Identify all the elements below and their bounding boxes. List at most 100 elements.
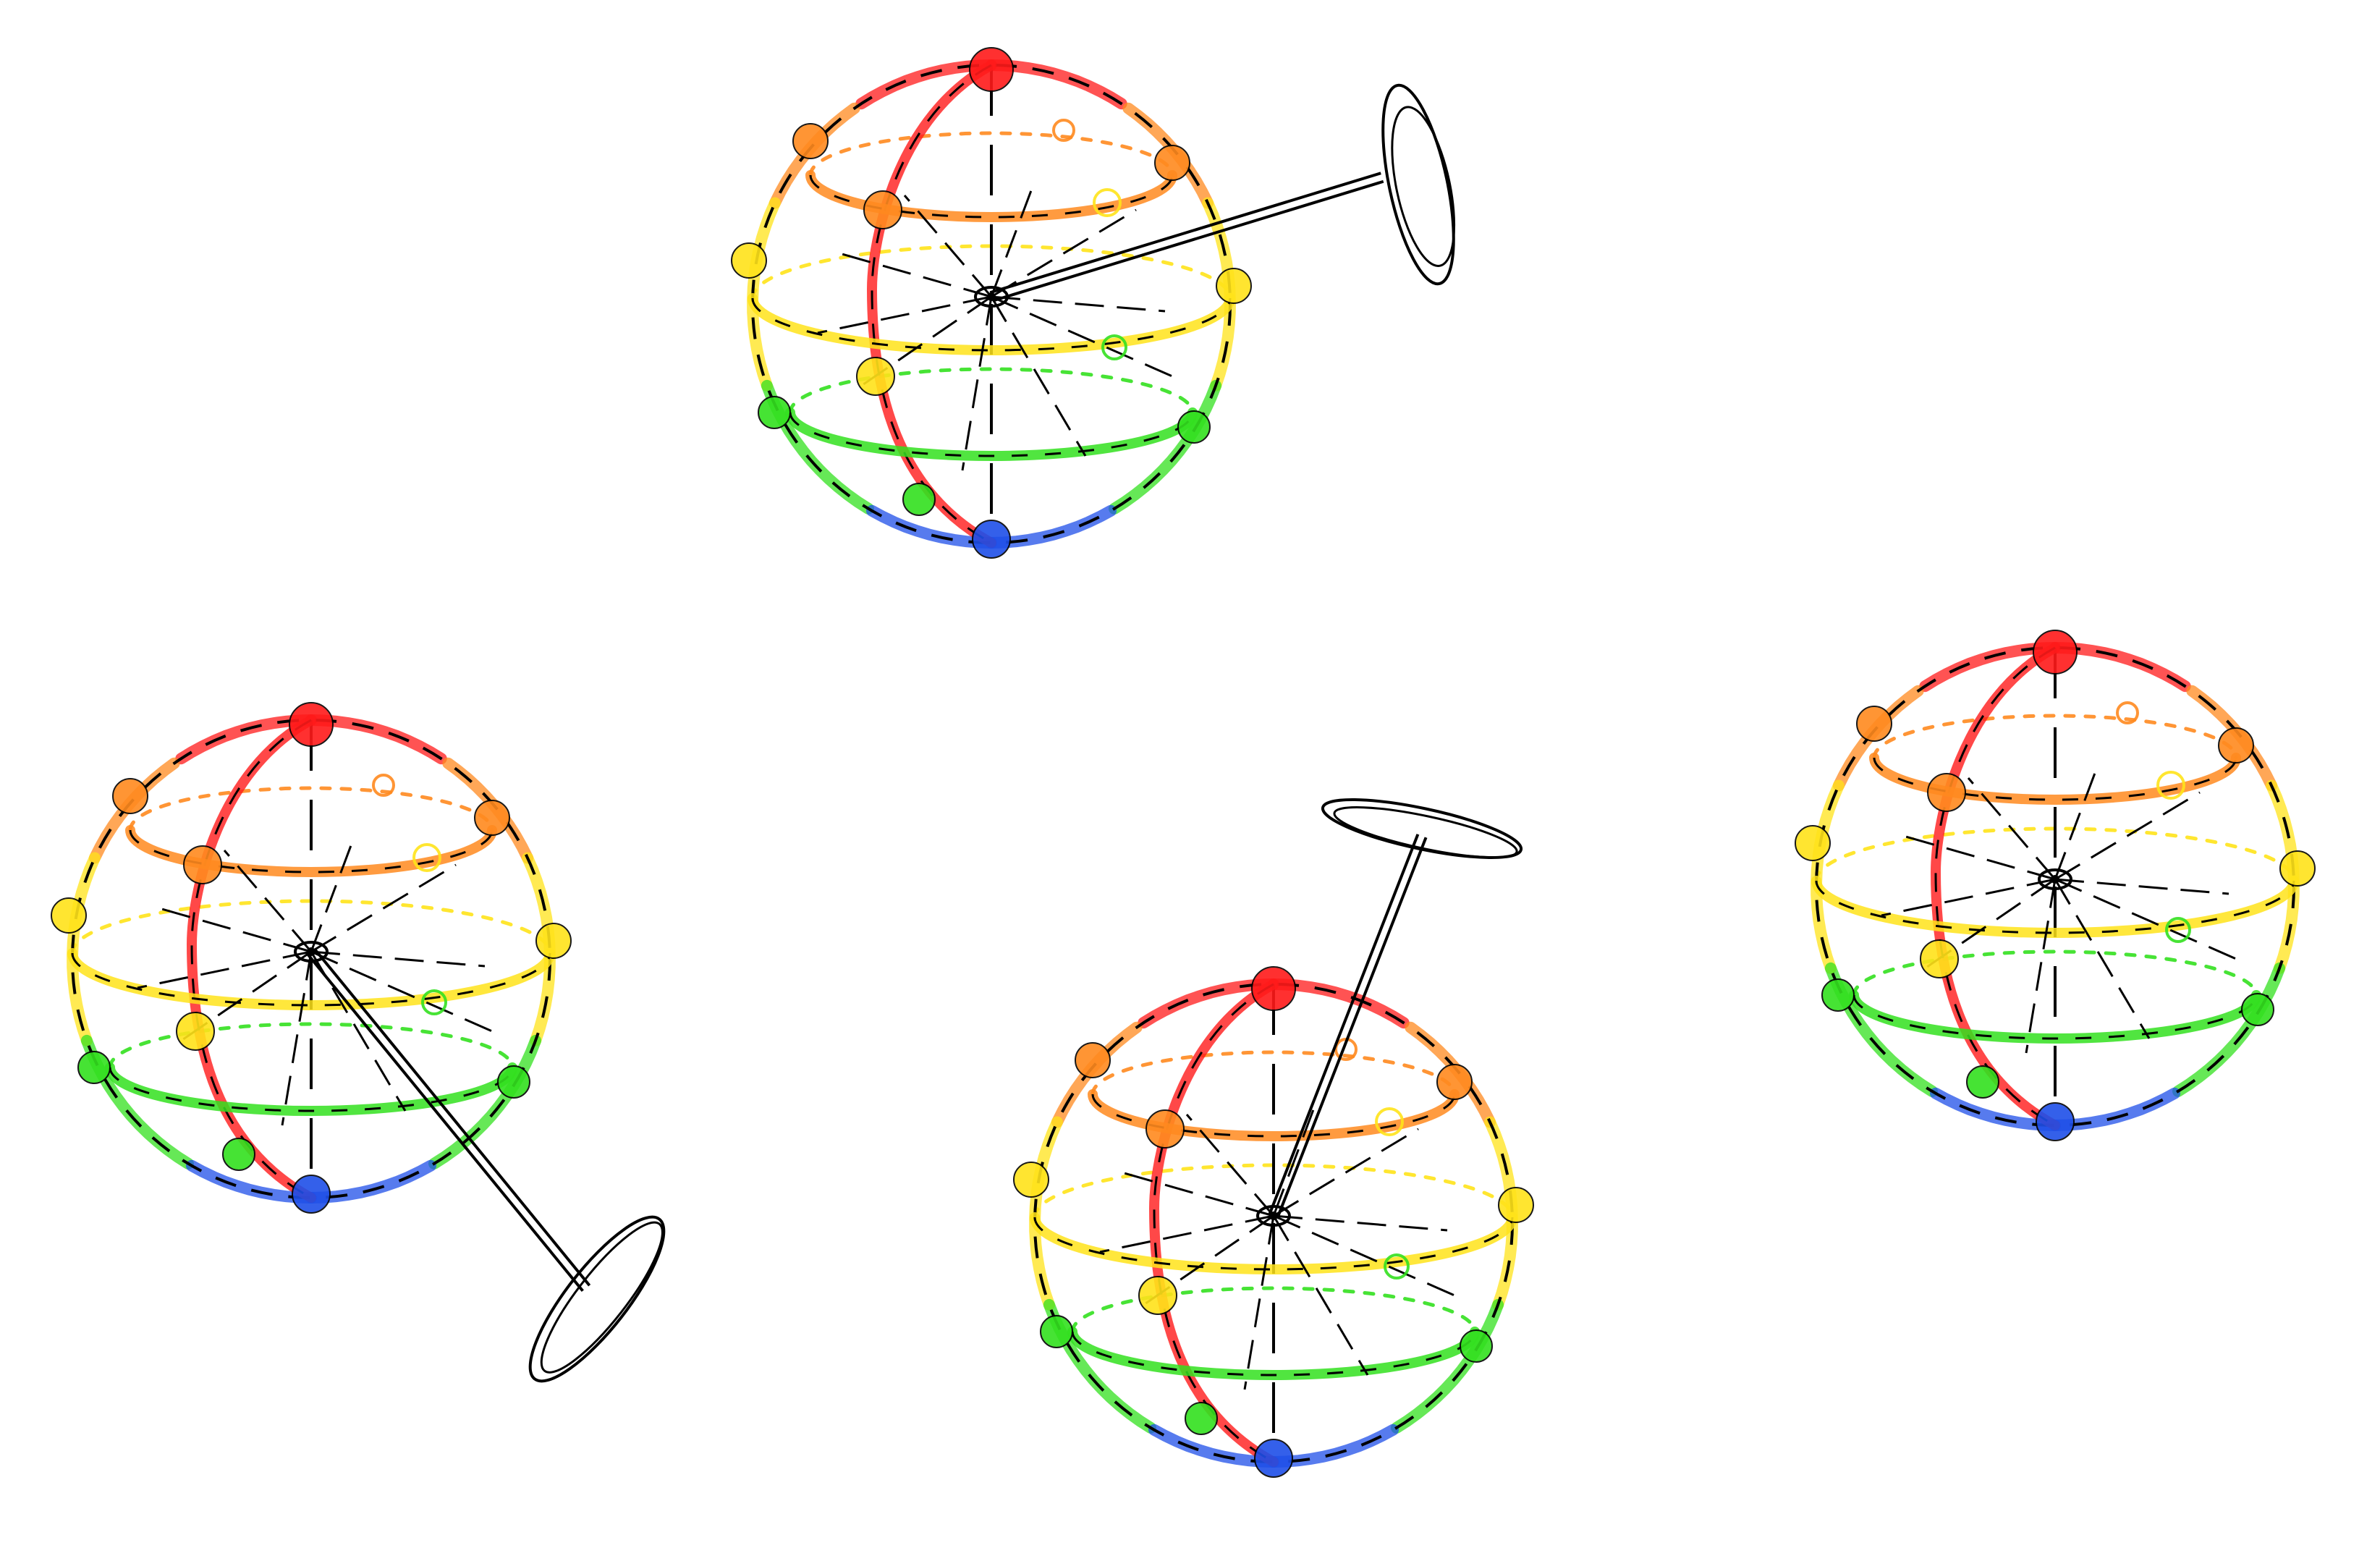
meridian-front xyxy=(186,715,316,1203)
node-dot xyxy=(1013,1162,1049,1198)
radial-spoke xyxy=(310,951,407,1112)
radial-spoke xyxy=(1273,1128,1419,1217)
paddle-handle xyxy=(992,179,1384,303)
node-dot xyxy=(1460,1329,1493,1363)
node-dot xyxy=(183,845,222,884)
latitude-front-upper xyxy=(1869,753,2241,805)
node-dot xyxy=(1375,1107,1404,1136)
node-dot xyxy=(1821,978,1855,1012)
radial-spoke xyxy=(1272,1099,1318,1217)
pivot-eye xyxy=(294,941,329,963)
meridian-front xyxy=(1930,643,2060,1130)
node-dot xyxy=(856,357,895,396)
node-dot xyxy=(1154,145,1190,181)
latitude-back-upper xyxy=(808,131,1174,177)
radial-spoke xyxy=(223,850,313,952)
latitude-front-upper xyxy=(805,170,1177,222)
node-dot xyxy=(412,843,441,872)
pivot-dot xyxy=(2051,875,2059,884)
latitude-back-lower xyxy=(108,1022,514,1070)
latitude-dashes-equator xyxy=(751,297,1232,352)
radial-spoke xyxy=(310,835,356,952)
sphere-top-center xyxy=(731,47,1456,559)
node-dot xyxy=(2279,850,2316,887)
node-dot xyxy=(2241,993,2274,1026)
paddle-handle xyxy=(313,947,591,1287)
radial-spoke xyxy=(1273,1214,1455,1297)
paddle-disk xyxy=(1321,798,1523,859)
radial-spoke xyxy=(1243,1215,1275,1390)
paddle xyxy=(989,83,1456,303)
node-dot xyxy=(51,897,87,934)
node-dot xyxy=(1145,1109,1185,1149)
node-dot xyxy=(176,1012,215,1051)
node-dot xyxy=(1795,825,1831,861)
node-dot xyxy=(289,702,334,747)
node-dot xyxy=(112,778,148,814)
radial-spoke xyxy=(2054,878,2237,960)
paddle-disk-rim xyxy=(1391,106,1456,267)
node-dot xyxy=(1498,1187,1534,1223)
node-dot xyxy=(1254,1439,1293,1478)
latitude-dashes-lower xyxy=(1071,1331,1476,1376)
node-dot xyxy=(1856,706,1892,742)
node-dot xyxy=(1920,939,1959,978)
paddle-disk-rim xyxy=(540,1221,664,1374)
node-dot xyxy=(372,774,395,797)
pivot-dot xyxy=(987,292,996,301)
node-dot xyxy=(969,47,1014,92)
latitude-back-upper xyxy=(1872,714,2238,760)
radial-spoke xyxy=(2054,791,2201,881)
radial-spoke xyxy=(310,863,457,953)
meridian-dashes xyxy=(1153,983,1274,1463)
node-dot xyxy=(2116,701,2139,724)
node-dot xyxy=(1251,966,1296,1011)
radial-spoke xyxy=(1881,878,2056,917)
outline-color-band xyxy=(747,197,781,392)
node-dot xyxy=(902,483,936,516)
radial-spoke xyxy=(990,296,1087,457)
node-dot xyxy=(2165,917,2191,943)
radial-spoke xyxy=(1099,1214,1274,1253)
node-dot xyxy=(1966,1065,1999,1099)
paddle-handle xyxy=(1268,834,1420,1215)
radial-spoke xyxy=(1121,1171,1274,1217)
radial-spoke xyxy=(991,295,1173,378)
latitude-back-upper xyxy=(128,786,494,832)
node-dot xyxy=(535,923,572,959)
node-dot xyxy=(2218,727,2254,764)
node-dot xyxy=(1040,1315,1073,1348)
paddle xyxy=(1268,798,1523,1218)
radial-spoke xyxy=(839,252,992,298)
paddle-disk xyxy=(1381,83,1455,286)
node-dot xyxy=(222,1138,255,1171)
latitude-dashes-equator xyxy=(71,952,551,1007)
meridian-front xyxy=(1148,979,1279,1467)
latitude-back-upper xyxy=(1091,1050,1457,1096)
node-dot xyxy=(731,242,767,279)
radial-spoke xyxy=(1272,1215,1369,1376)
meridian-dashes xyxy=(190,719,312,1199)
spheres-layer xyxy=(51,47,2316,1478)
radial-spoke xyxy=(1967,777,2057,880)
radial-spoke xyxy=(991,295,1166,313)
radial-spoke xyxy=(310,950,493,1033)
radial-spoke xyxy=(2025,879,2057,1054)
meridian-front xyxy=(866,60,996,548)
latitude-dashes-equator xyxy=(1033,1217,1514,1271)
radial-spoke xyxy=(158,907,312,953)
node-dot xyxy=(1075,1042,1111,1078)
node-dot xyxy=(1384,1253,1410,1280)
node-dot xyxy=(497,1065,530,1099)
latitude-back-lower xyxy=(788,367,1195,415)
sphere-bottom-left xyxy=(51,702,666,1383)
node-dot xyxy=(1436,1064,1473,1100)
node-dot xyxy=(1138,1276,1177,1315)
node-dot xyxy=(792,123,829,159)
paddle-handle xyxy=(989,172,1381,295)
node-dot xyxy=(972,520,1011,559)
node-dot xyxy=(1216,268,1252,304)
paddle-handle xyxy=(306,953,584,1293)
paddle-handle xyxy=(1276,837,1428,1218)
radial-spoke xyxy=(2054,879,2151,1039)
